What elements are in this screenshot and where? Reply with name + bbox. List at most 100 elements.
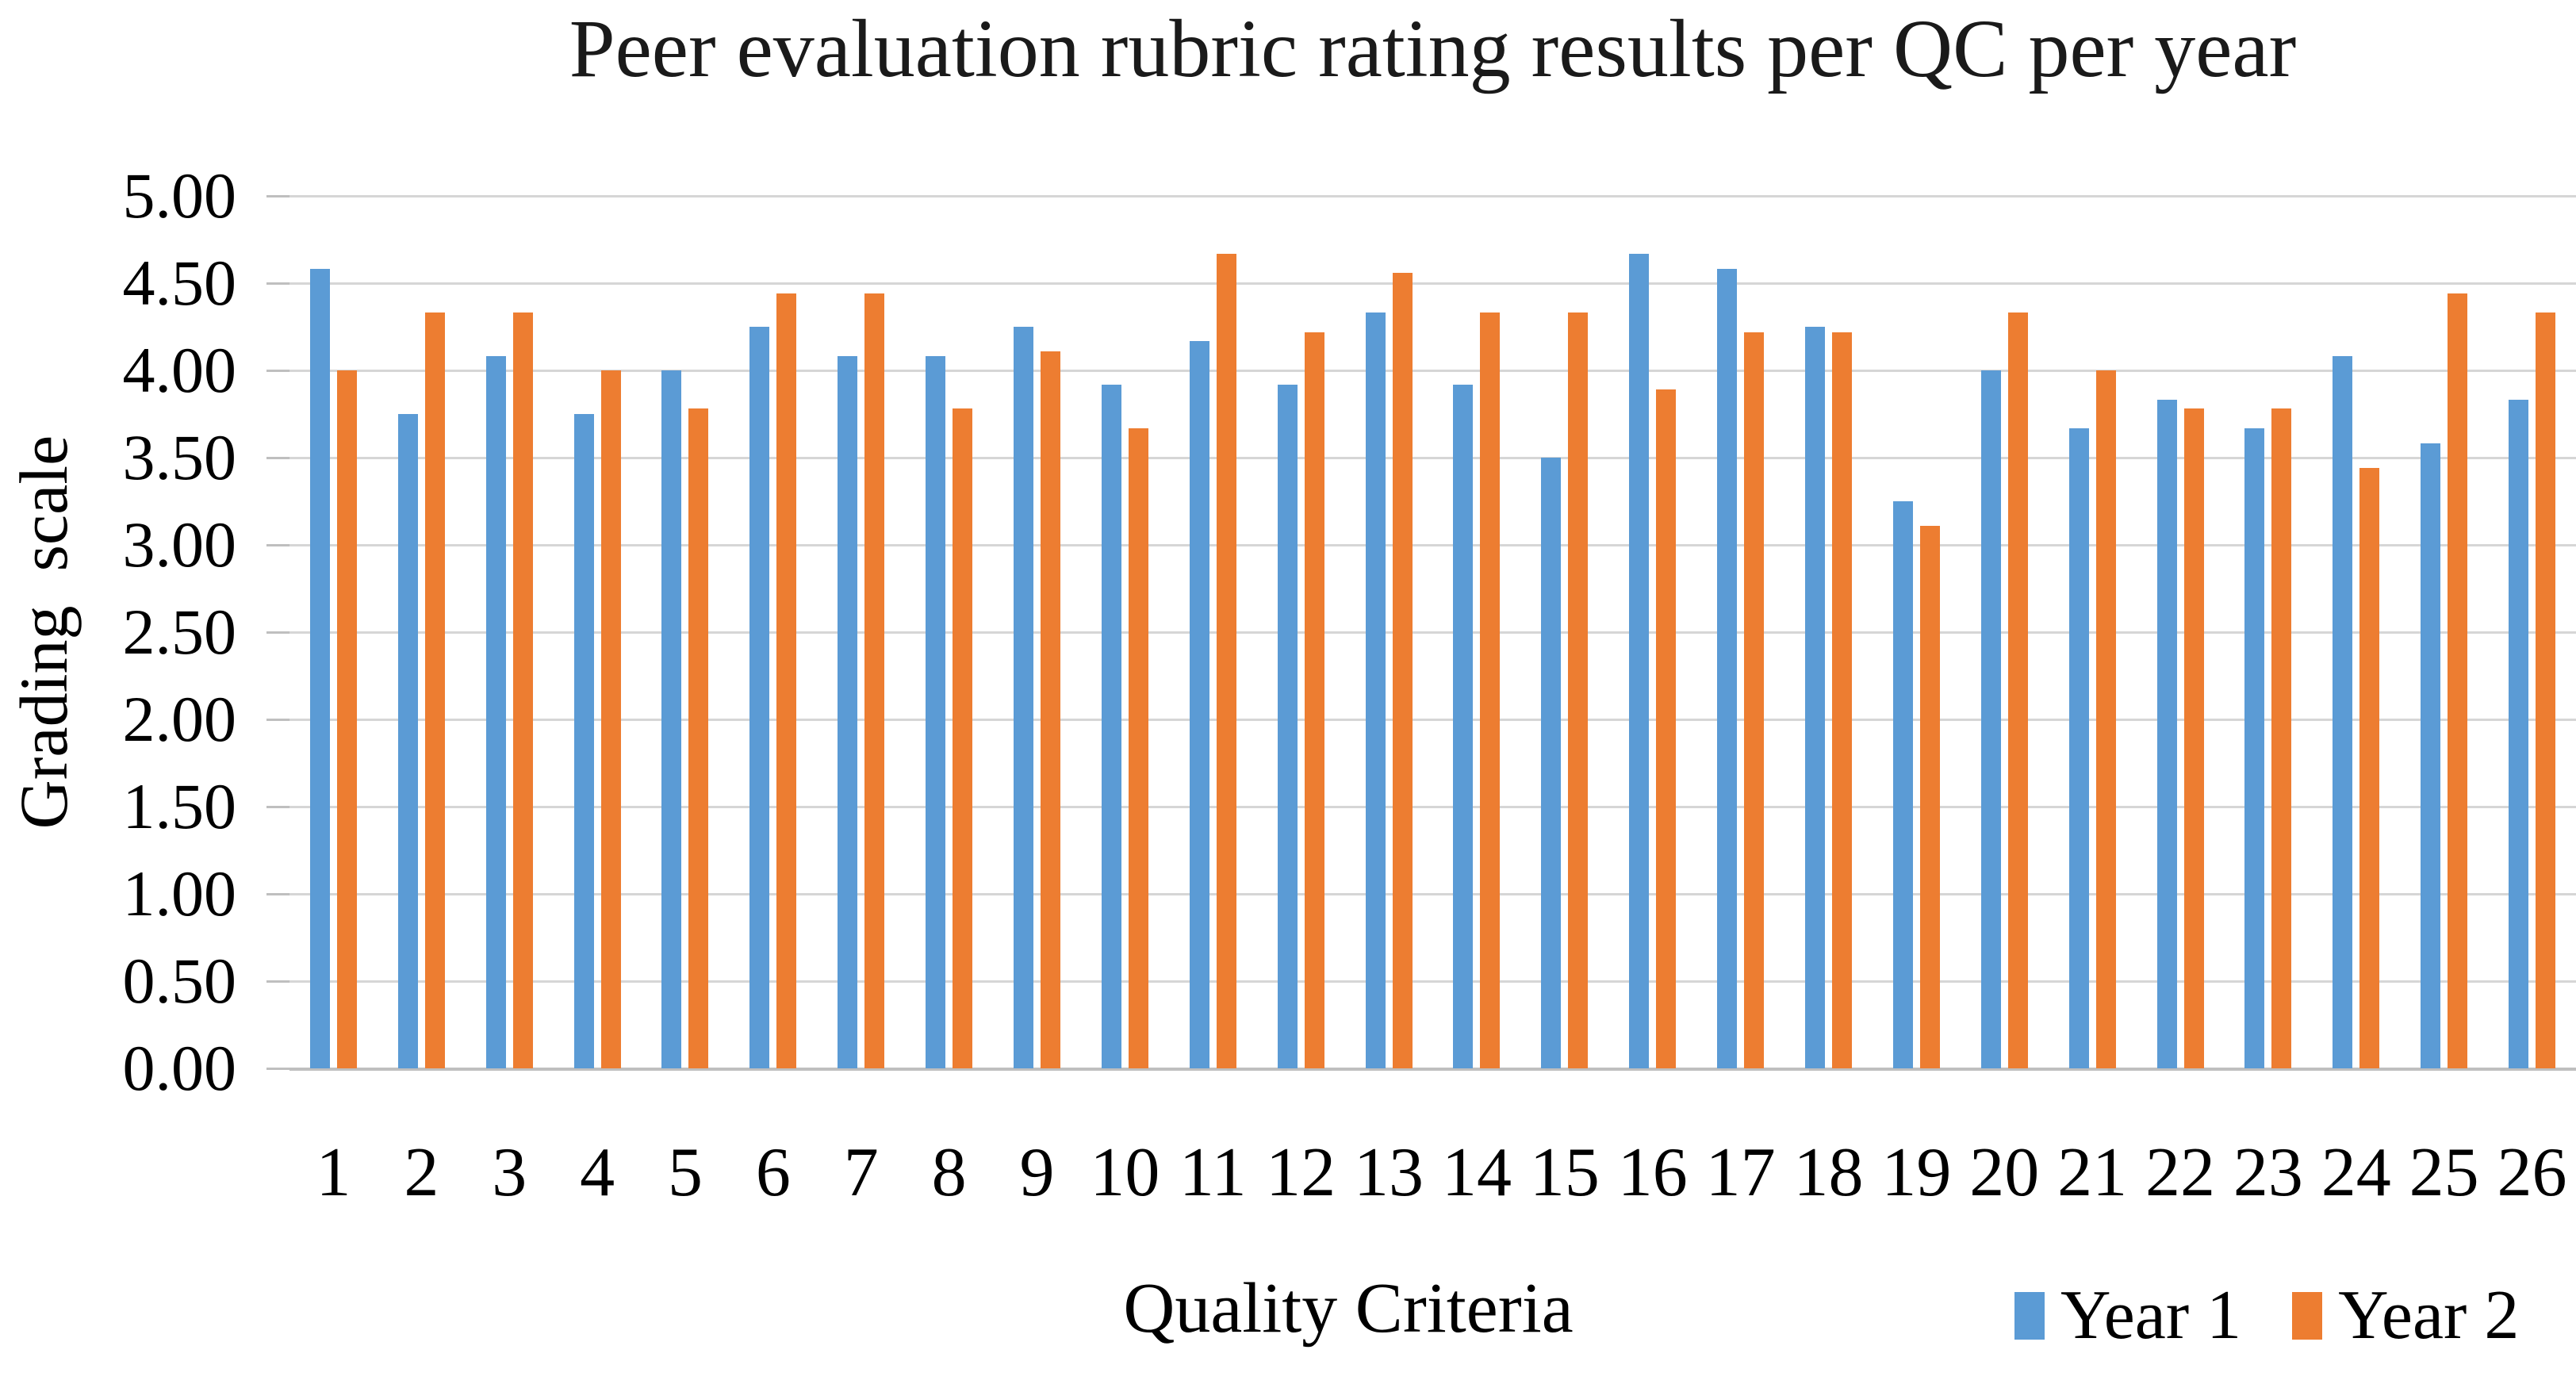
x-tick-label: 2	[404, 1134, 439, 1211]
bar-group-qc-26	[2488, 196, 2576, 1068]
bar-group-qc-13	[1345, 196, 1433, 1068]
bar-year2-qc-21	[2095, 370, 2116, 1068]
x-tick-label: 24	[2321, 1134, 2391, 1211]
y-tick-label: 0.50	[122, 945, 237, 1017]
y-tick-label: 1.50	[122, 770, 237, 842]
bar-year1-qc-21	[2068, 428, 2089, 1068]
bar-group-qc-24	[2312, 196, 2400, 1068]
bar-year2-qc-3	[512, 312, 533, 1068]
bar-year1-qc-1	[309, 269, 330, 1068]
y-tick-label: 2.50	[122, 596, 237, 668]
bar-year2-qc-8	[953, 408, 973, 1068]
y-tick-label: 4.00	[122, 334, 237, 406]
y-tick-label: 4.50	[122, 247, 237, 319]
bar-year1-qc-26	[2509, 400, 2529, 1068]
y-axis-tick	[266, 893, 290, 895]
bar-year2-qc-15	[1568, 312, 1589, 1068]
gridline	[289, 544, 2576, 546]
x-tick-label: 17	[1705, 1134, 1776, 1211]
bar-group-qc-17	[1696, 196, 1784, 1068]
bar-year1-qc-19	[1892, 501, 1913, 1068]
bar-year1-qc-10	[1101, 384, 1121, 1068]
bar-year1-qc-16	[1629, 253, 1650, 1068]
x-tick-label: 5	[667, 1134, 703, 1211]
x-tick-label: 4	[580, 1134, 615, 1211]
bar-group-qc-4	[554, 196, 642, 1068]
x-tick-label: 22	[2145, 1134, 2215, 1211]
gridline	[289, 893, 2576, 895]
y-axis-tick	[266, 195, 290, 197]
bar-year2-qc-14	[1480, 312, 1501, 1068]
x-tick-label: 12	[1266, 1134, 1336, 1211]
y-axis-tick	[266, 282, 290, 285]
gridline	[289, 457, 2576, 459]
bar-group-qc-11	[1169, 196, 1257, 1068]
legend-item-year1: Year 1	[2014, 1275, 2241, 1355]
gridline	[289, 980, 2576, 983]
bar-year1-qc-6	[749, 327, 770, 1068]
y-axis-tick	[266, 631, 290, 634]
bar-year1-qc-14	[1453, 384, 1474, 1068]
bar-group-qc-3	[466, 196, 554, 1068]
bar-year2-qc-11	[1216, 253, 1236, 1068]
y-axis-tick	[266, 370, 290, 372]
bar-year1-qc-17	[1717, 269, 1738, 1068]
bar-group-qc-10	[1081, 196, 1169, 1068]
bar-group-qc-19	[1873, 196, 1961, 1068]
legend: Year 1 Year 2	[2014, 1275, 2519, 1355]
bar-year1-qc-9	[1014, 327, 1033, 1068]
legend-item-year2: Year 2	[2292, 1275, 2519, 1355]
bar-year2-qc-4	[600, 370, 621, 1068]
x-tick-label: 25	[2409, 1134, 2479, 1211]
bar-group-qc-8	[905, 196, 993, 1068]
bar-year2-qc-6	[776, 293, 797, 1068]
bar-group-qc-21	[2049, 196, 2137, 1068]
gridline	[289, 631, 2576, 634]
bar-year2-qc-23	[2271, 408, 2292, 1068]
bar-year2-qc-12	[1304, 332, 1324, 1068]
y-axis-tick	[266, 544, 290, 546]
bar-year1-qc-15	[1541, 458, 1562, 1068]
x-tick-label: 13	[1354, 1134, 1424, 1211]
gridline	[289, 195, 2576, 197]
x-tick-label: 16	[1617, 1134, 1688, 1211]
y-axis-tick	[266, 719, 290, 721]
legend-swatch-year2	[2292, 1291, 2323, 1340]
x-tick-label: 23	[2233, 1134, 2303, 1211]
x-tick-label: 19	[1881, 1134, 1952, 1211]
bar-year1-qc-4	[573, 414, 594, 1068]
bar-year1-qc-20	[1980, 370, 2001, 1068]
y-axis-tick	[266, 457, 290, 459]
bar-group-qc-2	[378, 196, 466, 1068]
x-axis-title: Quality Criteria	[1123, 1269, 1574, 1348]
bar-year1-qc-2	[397, 414, 418, 1068]
x-tick-label: 21	[2057, 1134, 2128, 1211]
x-tick-label: 8	[931, 1134, 967, 1211]
gridline	[289, 719, 2576, 721]
bar-year1-qc-12	[1277, 384, 1298, 1068]
bar-group-qc-9	[993, 196, 1081, 1068]
x-tick-label: 1	[316, 1134, 351, 1211]
y-tick-label: 2.00	[122, 683, 237, 755]
bar-group-qc-16	[1608, 196, 1696, 1068]
bar-year1-qc-3	[485, 356, 506, 1068]
bar-year2-qc-26	[2536, 312, 2556, 1068]
bar-group-qc-18	[1784, 196, 1873, 1068]
legend-swatch-year1	[2014, 1291, 2045, 1340]
legend-label-year1: Year 1	[2060, 1277, 2242, 1354]
chart-title: Peer evaluation rubric rating results pe…	[569, 3, 2297, 94]
x-tick-label: 3	[492, 1134, 527, 1211]
bar-group-qc-14	[1433, 196, 1521, 1068]
bar-year1-qc-22	[2156, 400, 2177, 1068]
x-tick-label: 9	[1019, 1134, 1055, 1211]
bar-year1-qc-13	[1365, 312, 1386, 1068]
bar-year1-qc-18	[1804, 327, 1825, 1068]
y-tick-label: 1.00	[122, 857, 237, 930]
x-tick-label: 10	[1090, 1134, 1160, 1211]
y-tick-label: 5.00	[122, 159, 237, 232]
bar-year2-qc-22	[2183, 408, 2204, 1068]
bar-year1-qc-5	[661, 370, 682, 1068]
x-tick-label: 26	[2497, 1134, 2567, 1211]
x-tick-label: 14	[1441, 1134, 1512, 1211]
